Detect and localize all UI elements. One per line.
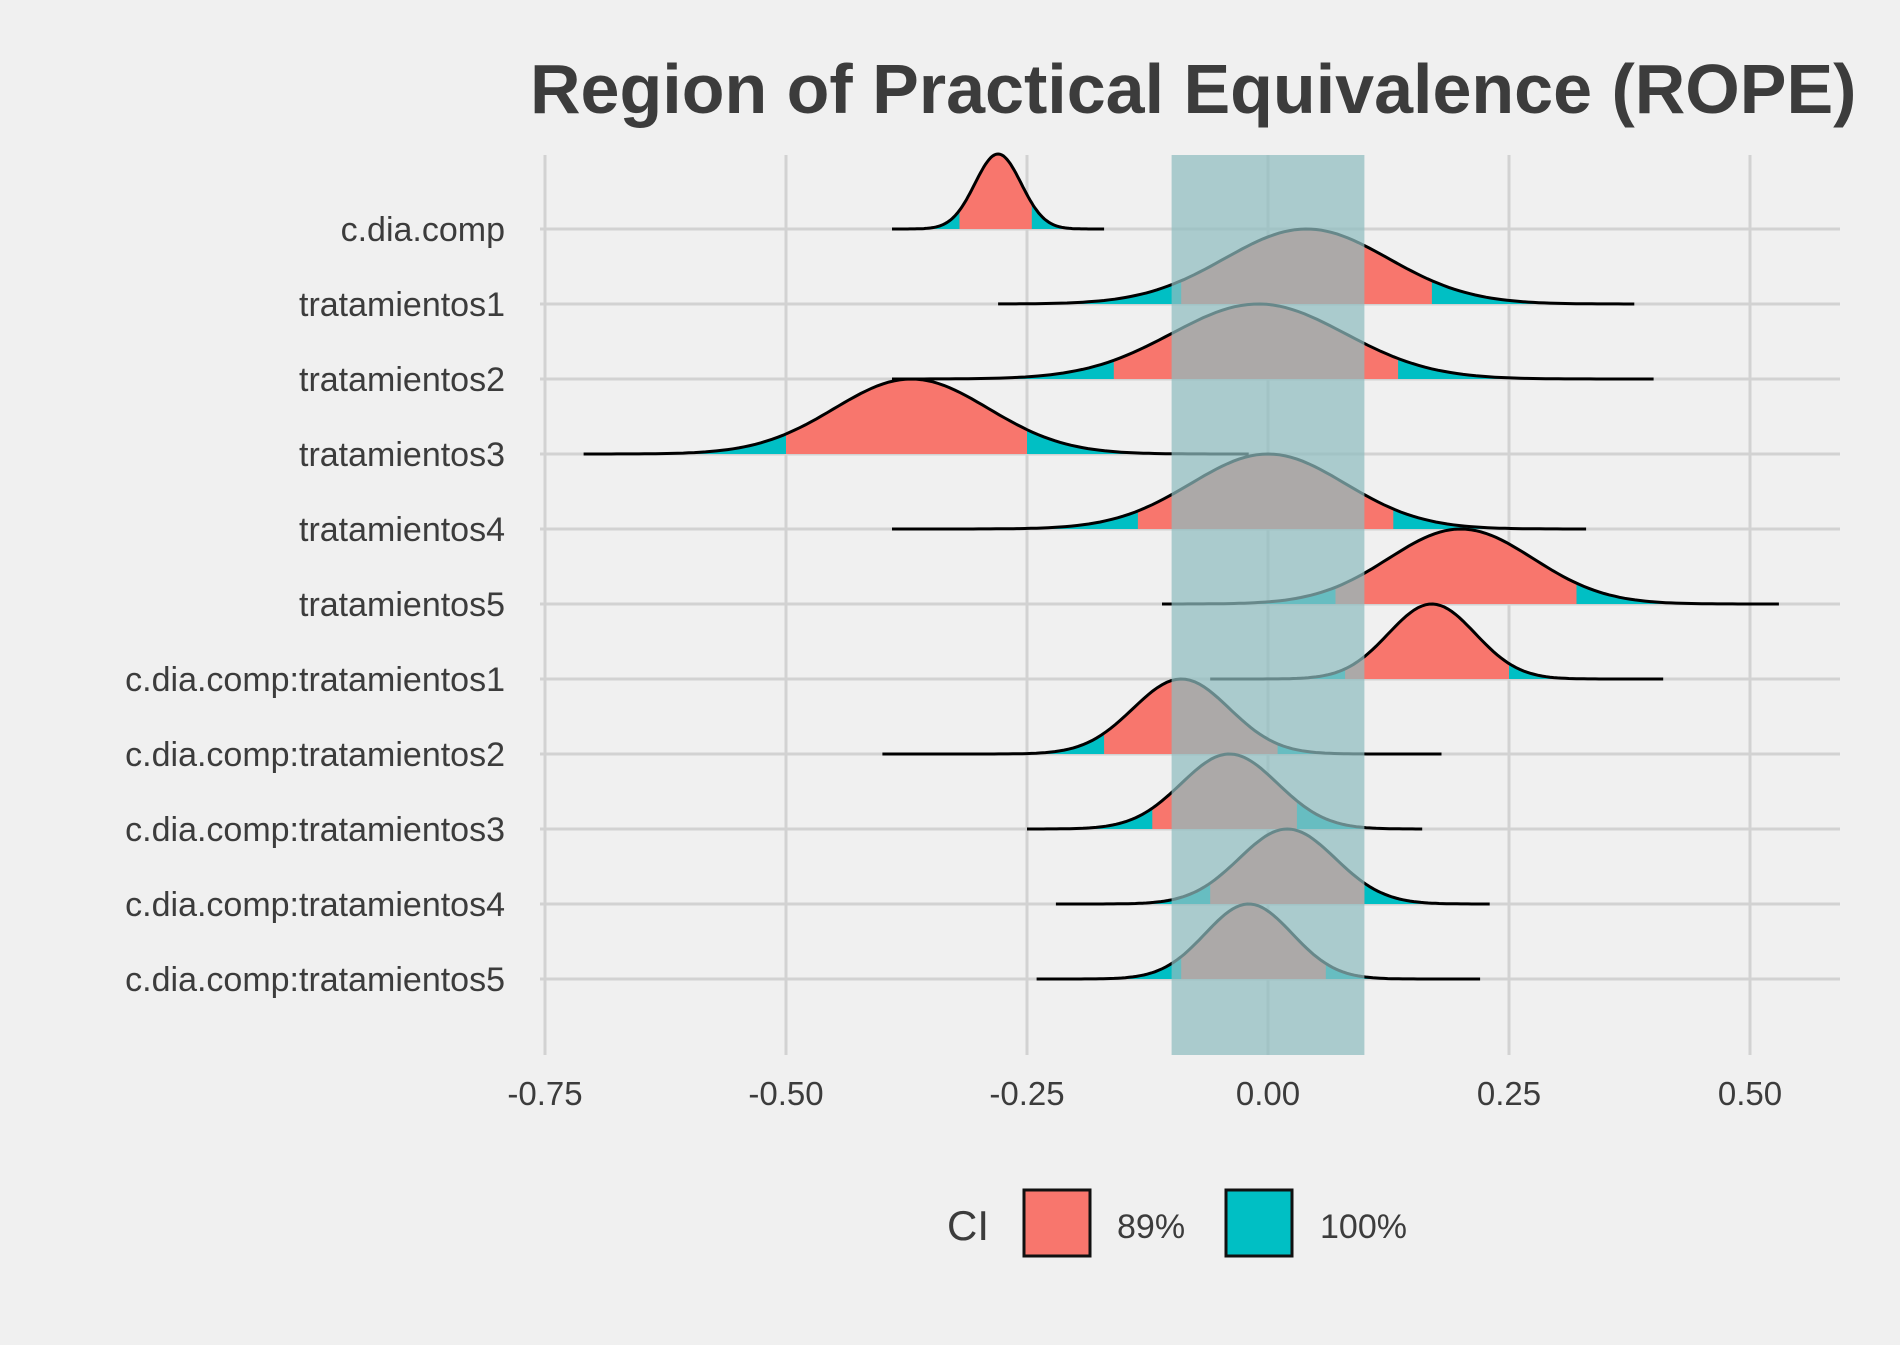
y-tick-label: c.dia.comp:tratamientos4 [125,886,505,924]
y-tick-label: c.dia.comp:tratamientos5 [125,961,505,999]
x-tick-label: -0.75 [507,1075,582,1112]
y-tick-label: c.dia.comp:tratamientos1 [125,661,505,699]
x-tick-label: -0.25 [989,1075,1064,1112]
y-tick-label: tratamientos5 [299,586,505,624]
legend-swatch-100 [1224,1188,1294,1258]
chart-title: Region of Practical Equivalence (ROPE) [530,50,1856,128]
density-c.dia.comp [892,152,1105,231]
ci89-area [959,154,1032,229]
density-outline [583,377,1249,456]
y-tick-label: c.dia.comp:tratamientos3 [125,811,505,849]
legend: CI 89% 100% [947,1188,1407,1258]
y-axis-labels: c.dia.comp tratamientos1 tratamientos2 trat… [125,211,505,999]
x-tick-label: 0.25 [1477,1075,1541,1112]
ci89-area [1345,604,1509,679]
density-tratamientos3 [583,377,1249,456]
y-tick-label: c.dia.comp [341,211,505,249]
ci89-area [1335,529,1577,604]
legend-swatch-89 [1022,1188,1092,1258]
y-tick-label: tratamientos4 [299,511,505,549]
rope-region [1171,155,1365,1055]
x-tick-label: 0.00 [1236,1075,1300,1112]
x-axis-labels: -0.75 -0.50 -0.25 0.00 0.25 0.50 [507,1075,1782,1112]
y-tick-label: tratamientos1 [299,286,505,324]
x-tick-label: 0.50 [1718,1075,1782,1112]
legend-title: CI [947,1202,989,1249]
legend-label-100: 100% [1320,1208,1407,1246]
x-tick-label: -0.50 [748,1075,823,1112]
density-outline [892,152,1105,231]
y-tick-label: tratamientos2 [299,361,505,399]
rope-band [1171,155,1365,1055]
legend-label-89: 89% [1117,1208,1185,1246]
y-tick-label: c.dia.comp:tratamientos2 [125,736,505,774]
y-tick-label: tratamientos3 [299,436,505,474]
